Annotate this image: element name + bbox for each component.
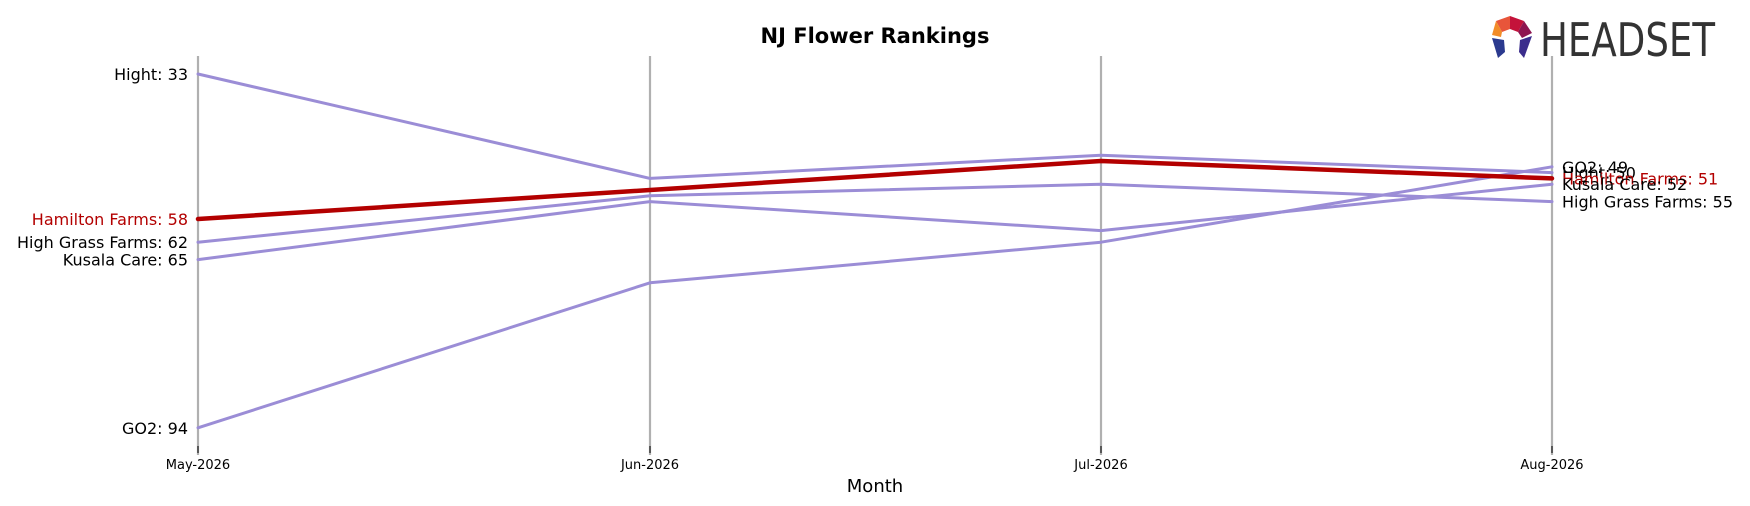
chart-title: NJ Flower Rankings	[761, 24, 990, 48]
end-label: Kusala Care: 52	[1562, 175, 1687, 194]
x-tick-label: Aug-2026	[1520, 458, 1583, 473]
series-line-hamilton-farms	[195, 158, 1555, 222]
headset-logo: HEADSET	[1492, 13, 1716, 62]
x-tick-label: Jun-2026	[620, 458, 679, 473]
x-axis-label: Month	[847, 476, 903, 497]
end-label: Hight: 50	[1562, 164, 1636, 183]
start-label: Kusala Care: 65	[63, 251, 188, 270]
series-line-go2	[196, 165, 1554, 430]
start-label: High Grass Farms: 62	[17, 233, 188, 252]
series-line-high-grass-farms	[196, 182, 1554, 244]
start-label: Hamilton Farms: 58	[32, 210, 188, 229]
end-label: GO2: 49	[1562, 158, 1628, 177]
x-tick-label: Jul-2026	[1073, 458, 1127, 473]
end-label: High Grass Farms: 55	[1562, 193, 1733, 212]
end-label: Hamilton Farms: 51	[1562, 169, 1718, 188]
series-line-kusala-care	[196, 182, 1554, 262]
headset-logo-mark	[1492, 16, 1532, 58]
start-label: GO2: 94	[122, 419, 188, 438]
headset-logo-text: HEADSET	[1540, 13, 1716, 62]
series-line-hight	[196, 72, 1554, 180]
start-label: Hight: 33	[114, 65, 188, 84]
x-tick-label: May-2026	[166, 458, 230, 473]
